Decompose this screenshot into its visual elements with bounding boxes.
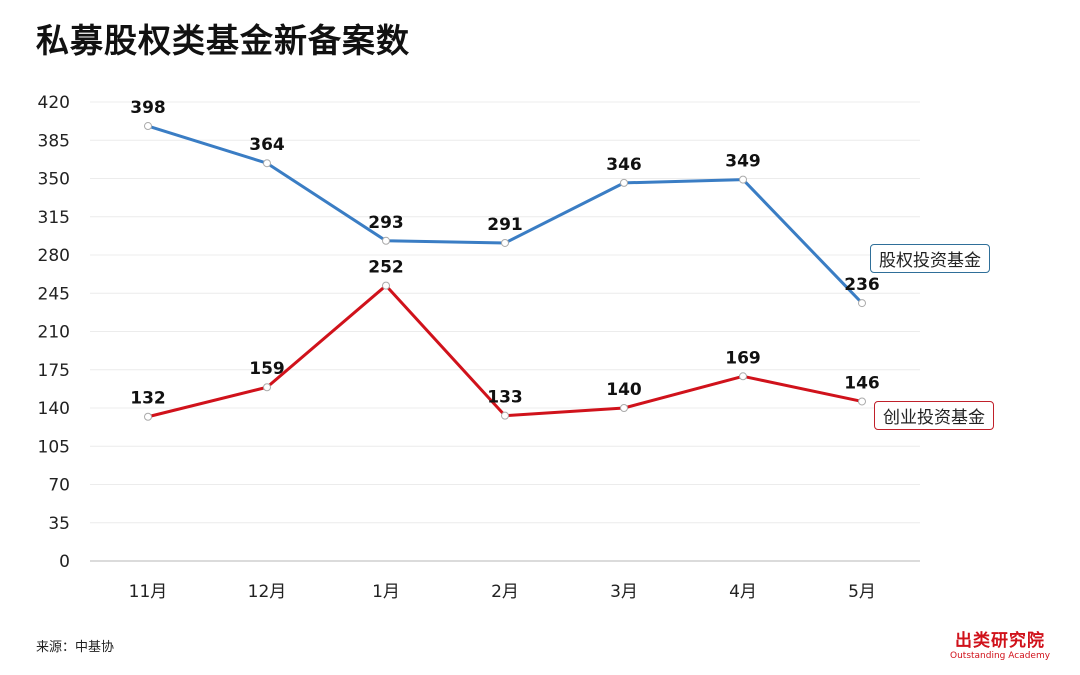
data-label: 346 [606, 155, 642, 175]
data-label: 293 [368, 213, 404, 233]
y-tick-label: 70 [48, 476, 70, 496]
y-tick-label: 245 [38, 284, 70, 304]
x-tick-label: 12月 [248, 582, 287, 602]
data-label: 291 [487, 215, 523, 235]
data-point [501, 411, 509, 420]
data-label: 364 [249, 135, 285, 155]
y-tick-label: 0 [59, 552, 70, 572]
data-point [858, 397, 866, 406]
data-label: 398 [130, 98, 166, 118]
x-tick-label: 4月 [729, 582, 757, 602]
y-tick-label: 315 [38, 208, 70, 228]
data-point [739, 175, 747, 184]
data-label: 236 [844, 275, 880, 295]
data-point [144, 122, 152, 131]
y-tick-label: 140 [38, 399, 70, 419]
data-label: 140 [606, 380, 642, 400]
y-tick-label: 210 [38, 323, 70, 343]
data-point [739, 372, 747, 381]
data-label: 169 [725, 348, 761, 368]
brand-logo: 出类研究院 Outstanding Academy [950, 626, 1050, 661]
y-tick-label: 280 [38, 246, 70, 266]
legend-equity-fund: 股权投资基金 [870, 244, 990, 273]
x-tick-label: 1月 [372, 582, 400, 602]
y-tick-label: 385 [38, 131, 70, 151]
y-tick-label: 350 [38, 170, 70, 190]
data-point [382, 236, 390, 245]
data-label: 349 [725, 152, 761, 172]
data-point [263, 383, 271, 392]
data-point [620, 178, 628, 187]
legend-venture-fund: 创业投资基金 [874, 401, 994, 430]
source-note: 来源：中基协 [36, 640, 115, 655]
y-tick-label: 35 [48, 514, 70, 534]
data-point [620, 404, 628, 412]
x-tick-label: 5月 [848, 582, 876, 602]
y-tick-label: 105 [38, 437, 70, 457]
x-tick-label: 3月 [610, 582, 638, 602]
y-tick-label: 420 [38, 93, 70, 113]
brand-name: 出类研究院 [955, 631, 1046, 651]
data-label: 159 [249, 359, 285, 379]
data-label: 146 [844, 373, 880, 393]
x-tick-label: 11月 [129, 582, 168, 602]
data-label: 132 [130, 389, 166, 409]
data-label: 252 [368, 258, 404, 278]
data-point [382, 281, 390, 290]
brand-name-en: Outstanding Academy [950, 651, 1051, 661]
x-tick-label: 2月 [491, 582, 519, 602]
data-point [144, 412, 152, 421]
chart-title: 私募股权类基金新备案数 [36, 21, 410, 60]
data-label: 133 [487, 388, 523, 408]
data-point [858, 299, 866, 308]
data-point [263, 159, 271, 168]
y-tick-label: 175 [38, 361, 70, 381]
data-point [501, 238, 509, 247]
